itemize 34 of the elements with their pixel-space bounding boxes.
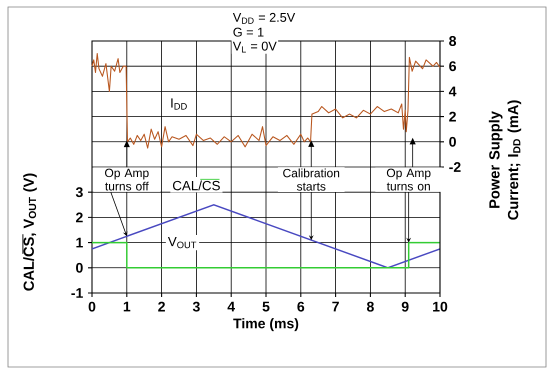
x-tick-label: 1 <box>124 302 130 312</box>
y-tick-label: 1 <box>76 238 83 248</box>
text: G = 1 <box>233 28 264 37</box>
y2-tick-label: 0 <box>449 136 456 147</box>
annotation: Calibration starts <box>283 168 340 191</box>
x-tick-label: 3 <box>192 302 200 312</box>
x-axis-title: Time (ms) <box>233 318 298 332</box>
x-tick-label: 8 <box>366 302 374 312</box>
x-tick-label: 7 <box>332 302 339 312</box>
x-tick-label: 10 <box>433 302 448 312</box>
annotation: V$_{L}$ = 0V <box>232 42 277 52</box>
x-tick-label: 6 <box>297 302 304 312</box>
x-tick-label: 5 <box>262 302 270 312</box>
x-tick-label: 2 <box>158 302 165 312</box>
y-tick-label: 3 <box>76 187 83 198</box>
y2-tick-label: 8 <box>449 36 456 46</box>
y2-tick-label: 6 <box>449 61 456 72</box>
legend-label: CAL/CS <box>172 180 220 190</box>
y-tick-label: 0 <box>76 262 83 273</box>
series-label: V$_{OUT}$ <box>168 236 196 248</box>
y-tick-label: -1 <box>71 288 83 298</box>
y-tick-label: 2 <box>76 212 83 222</box>
line-series <box>91 53 441 149</box>
x-tick-label: 9 <box>402 302 409 312</box>
annotation: Op Amp turns on <box>386 168 431 191</box>
series-label: I$_{DD}$ <box>171 98 187 110</box>
x-tick-label: 4 <box>228 302 236 312</box>
x-tick-label: 0 <box>88 302 96 312</box>
y2-tick-label: 2 <box>449 112 456 122</box>
y-axis-title: CAL/CS, V$_{OUT}$ (V) <box>23 173 37 291</box>
text: V$_{DD}$ = 2.5V <box>232 12 296 24</box>
y2-tick-label: -2 <box>449 162 461 172</box>
annotation: Op Amp turns off <box>105 168 149 191</box>
y2-tick-label: 4 <box>448 86 456 96</box>
